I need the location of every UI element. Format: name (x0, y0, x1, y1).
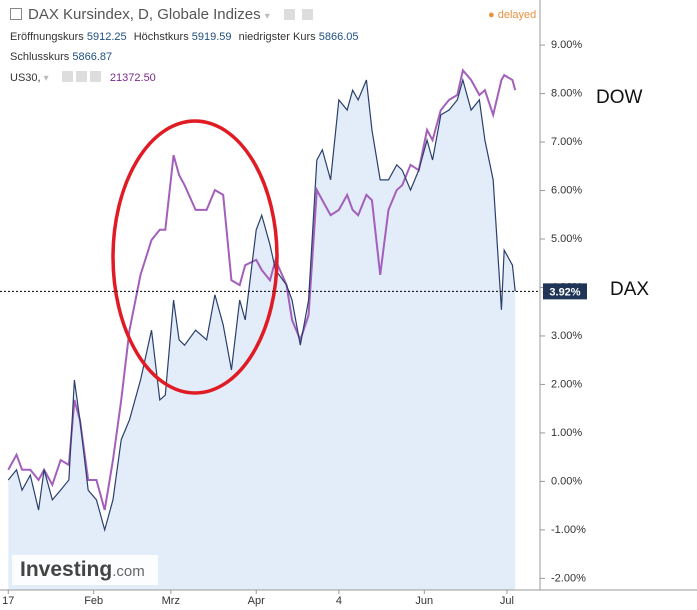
y-tick-label: 9.00% (551, 39, 582, 51)
ohlc-label: Schlusskurs (10, 51, 70, 63)
plot (7, 68, 517, 590)
last-value-label: 3.92% (549, 286, 580, 298)
ohlc-value: 5919.59 (191, 31, 232, 43)
line (7, 68, 517, 511)
settings-icon[interactable] (75, 71, 87, 82)
logo: Investing.com (12, 555, 158, 585)
y-tick-label: -1.00% (551, 524, 586, 536)
last-value-tag (543, 283, 587, 300)
y-tick-label: 2.00% (551, 378, 582, 390)
logo-name: Investing (20, 558, 113, 581)
x-tick-label: Mrz (162, 595, 180, 607)
x-tick-label: Jul (500, 595, 514, 607)
ohlc-label: Höchstkurs (133, 31, 189, 43)
x-tick-label: 4 (336, 595, 342, 607)
compare-value: 21372.50 (109, 72, 156, 84)
y-tick-label: 6.00% (551, 184, 582, 196)
y-tick-label: 8.00% (551, 87, 582, 99)
remove-icon[interactable] (89, 71, 101, 82)
dropdown-icon[interactable]: ▾ (43, 73, 49, 84)
annotation: DOW (596, 87, 643, 108)
compare-label: US30, (10, 72, 41, 84)
ohlc-value: 5912.25 (86, 31, 127, 43)
ohlc-row: Eröffnungskurs 5912.25 Höchstkurs 5919.5… (10, 31, 362, 43)
settings-icon[interactable] (61, 71, 73, 82)
y-tick-label: 1.00% (551, 427, 582, 439)
x-tick-label: Jun (415, 595, 433, 607)
annotation: DAX (610, 279, 649, 300)
line (7, 77, 516, 533)
y-tick-label: 5.00% (551, 233, 582, 245)
y-tick-label: 3.00% (551, 330, 582, 342)
title-row: DAX Kursindex, D, Globale Indizes ▾ (10, 6, 314, 23)
y-tick-label: 0.00% (551, 475, 582, 487)
ohlc-row: Schlusskurs 5866.87 (10, 51, 116, 63)
highlight-ellipse (111, 119, 279, 395)
y-tick-label: 7.00% (551, 136, 582, 148)
ohlc-value: 5866.05 (318, 31, 359, 43)
x-tick-label: 17 (2, 595, 14, 607)
y-tick-label: -2.00% (551, 572, 586, 584)
compare-row: US30, ▾ 21372.50 (10, 71, 156, 84)
ohlc-value: 5866.87 (72, 51, 113, 63)
status: ● delayed (488, 9, 537, 21)
settings-icon[interactable] (302, 9, 314, 20)
chart-title: DAX Kursindex, D, Globale Indizes (28, 6, 261, 23)
collapse-icon[interactable] (10, 8, 22, 20)
status-text: delayed (497, 9, 537, 21)
x-tick-label: Apr (248, 595, 265, 607)
ohlc-label: Eröffnungskurs (10, 31, 84, 43)
settings-icon[interactable] (284, 9, 295, 20)
logo-suffix: .com (112, 563, 145, 580)
dropdown-icon[interactable]: ▾ (264, 11, 270, 22)
ohlc-label: niedrigster Kurs (238, 31, 316, 43)
x-tick-label: Feb (84, 595, 103, 607)
